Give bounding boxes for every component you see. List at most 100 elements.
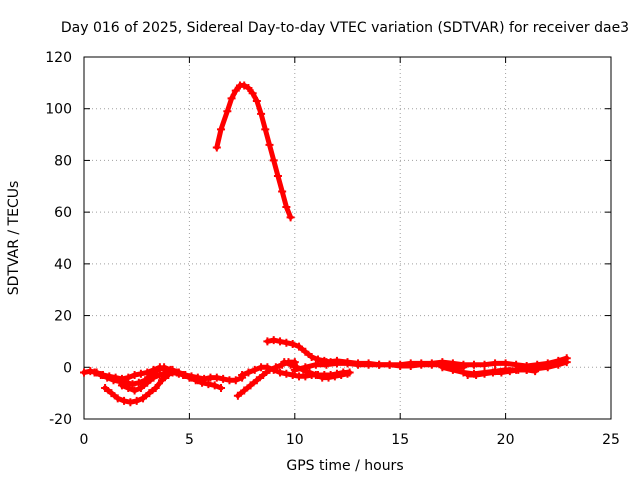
data-point — [136, 369, 145, 378]
y-tick-label: 40 — [54, 257, 72, 273]
data-point — [124, 373, 133, 382]
data-point — [231, 376, 240, 385]
data-point — [322, 358, 331, 367]
data-point — [427, 360, 436, 369]
data-point — [286, 360, 295, 369]
data-point — [282, 338, 291, 347]
data-point — [313, 355, 322, 364]
data-point — [143, 368, 152, 377]
data-point — [263, 363, 272, 372]
y-tick-label: 80 — [54, 153, 72, 169]
data-point — [276, 368, 285, 377]
data-point — [124, 383, 133, 392]
data-point — [212, 373, 221, 382]
data-point — [139, 394, 148, 403]
data-point — [238, 371, 247, 380]
data-point — [231, 86, 240, 95]
data-point — [305, 368, 314, 377]
data-point — [417, 360, 426, 369]
data-point — [128, 380, 137, 389]
data-point — [311, 360, 320, 369]
data-point — [332, 356, 341, 365]
series-low-10 — [322, 356, 468, 372]
data-point — [109, 376, 118, 385]
series-low-3 — [101, 371, 173, 407]
data-point — [90, 368, 99, 377]
data-point — [311, 371, 320, 380]
data-point — [252, 96, 261, 105]
data-point — [480, 360, 489, 369]
grid-layer — [84, 57, 611, 419]
data-point — [126, 398, 135, 407]
data-point — [227, 94, 236, 103]
data-point — [101, 383, 110, 392]
series-low-12 — [463, 365, 540, 380]
data-point — [145, 389, 154, 398]
data-point — [257, 109, 266, 118]
axis-ticks: 0 5 10 15 20 25 -20 0 20 40 60 80 100 120 — [45, 50, 620, 448]
y-tick-label: 60 — [54, 205, 72, 221]
data-point — [301, 347, 310, 356]
data-point — [143, 378, 152, 387]
data-point — [233, 391, 242, 400]
data-point — [107, 389, 116, 398]
y-tick-label: 0 — [63, 360, 72, 376]
data-point — [406, 361, 415, 370]
data-point — [132, 396, 141, 405]
data-point — [531, 367, 540, 376]
data-point — [259, 371, 268, 380]
data-point — [543, 363, 552, 372]
data-point — [480, 369, 489, 378]
x-axis-label: GPS time / hours — [286, 458, 403, 474]
data-point — [240, 81, 249, 90]
y-tick-label: 20 — [54, 309, 72, 325]
data-point — [343, 369, 352, 378]
data-point — [488, 368, 497, 377]
data-layer — [80, 81, 571, 407]
data-point — [252, 376, 261, 385]
data-point — [562, 358, 571, 367]
data-point — [246, 381, 255, 390]
series-trace — [214, 82, 294, 220]
data-point — [219, 374, 228, 383]
data-point — [187, 373, 196, 382]
x-tick-label: 0 — [80, 432, 89, 448]
data-point — [290, 365, 299, 374]
data-point — [269, 336, 278, 345]
data-point — [117, 381, 126, 390]
data-point — [261, 125, 270, 134]
data-point — [149, 373, 158, 382]
data-point — [134, 378, 143, 387]
data-point — [438, 363, 447, 372]
data-point — [554, 360, 563, 369]
data-point — [265, 140, 274, 149]
data-point — [276, 337, 285, 346]
series-low-4 — [117, 365, 202, 395]
y-tick-label: -20 — [49, 412, 72, 428]
data-point — [286, 213, 295, 222]
data-point — [223, 107, 232, 116]
data-point — [324, 373, 333, 382]
chart-title: Day 016 of 2025, Sidereal Day-to-day VTE… — [61, 20, 629, 36]
data-point — [248, 89, 257, 98]
data-point — [472, 371, 481, 380]
data-point — [250, 365, 259, 374]
series-arc-high — [212, 81, 295, 222]
data-point — [448, 365, 457, 374]
data-point — [307, 352, 316, 361]
data-point — [130, 386, 139, 395]
series-low-2 — [90, 363, 226, 392]
data-point — [273, 171, 282, 180]
data-point — [168, 365, 177, 374]
data-point — [244, 368, 253, 377]
data-point — [514, 365, 523, 374]
data-point — [330, 372, 339, 381]
data-point — [263, 337, 272, 346]
data-point — [162, 368, 171, 377]
data-point — [354, 359, 363, 368]
data-point — [282, 369, 291, 378]
data-point — [278, 187, 287, 196]
data-point — [160, 363, 169, 372]
data-point — [153, 365, 162, 374]
